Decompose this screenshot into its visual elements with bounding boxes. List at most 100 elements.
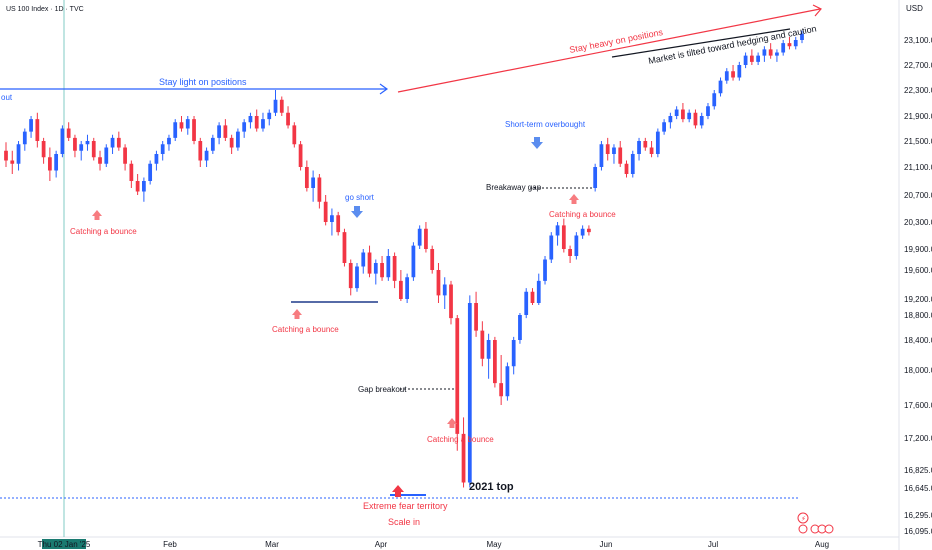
candle-body (279, 99, 284, 113)
candle (681, 103, 685, 123)
us-flag-icon[interactable] (824, 524, 834, 534)
time-axis[interactable]: Thu 02 Jan '25 Feb Mar Apr May Jun Jul Aug (38, 539, 829, 549)
candle-body (781, 43, 786, 53)
candle (66, 122, 71, 141)
candle (781, 40, 786, 56)
candle-body (317, 177, 322, 202)
price-tick-label: 19,600.00 (904, 266, 932, 275)
go-short-arrow-icon (351, 206, 363, 218)
candle (455, 315, 460, 451)
candle-body (355, 266, 359, 289)
candle (373, 259, 378, 285)
price-tick-label: 16,095.00 (904, 527, 932, 536)
candle (699, 112, 704, 129)
candle-body (536, 280, 541, 303)
candle (54, 150, 59, 178)
candle-body (380, 263, 384, 278)
stay-heavy-arrowhead (812, 4, 822, 17)
stay-heavy-line (397, 8, 821, 93)
candle-body (185, 119, 190, 129)
candle (493, 336, 497, 388)
candle (85, 134, 90, 151)
candle-body (210, 137, 215, 151)
candle-body (116, 137, 121, 148)
lightning-icon[interactable] (797, 512, 809, 524)
candle-body (129, 163, 134, 181)
candle-body (386, 256, 391, 278)
candle-body (430, 249, 435, 270)
price-axis[interactable]: 23,100.00 22,700.00 22,300.00 21,900.00 21,5… (904, 36, 932, 536)
candle-body (455, 318, 460, 434)
top-2021-label: 2021 top (469, 481, 514, 493)
candle (706, 103, 710, 120)
candle-body (4, 150, 8, 161)
candle-body (248, 116, 253, 123)
candle (424, 222, 428, 253)
candle-body (148, 163, 153, 181)
candle (800, 30, 804, 44)
candle (668, 112, 673, 129)
price-tick-label: 19,900.00 (904, 245, 932, 254)
bounce-3: Catching a bounce (427, 418, 494, 444)
price-tick-label: 18,400.00 (904, 336, 932, 345)
candle-body (242, 122, 247, 132)
bounce-label: Catching a bounce (427, 435, 494, 444)
candle (649, 141, 654, 158)
candle (718, 77, 723, 97)
candle-body (60, 128, 65, 154)
candle (47, 147, 52, 181)
candle-body (555, 225, 560, 236)
candle-body (768, 49, 773, 56)
price-tick-label: 16,825.00 (904, 466, 932, 475)
candle-body (637, 141, 641, 154)
event-icons[interactable]: ⚡ (797, 512, 834, 534)
candle-body (292, 125, 297, 145)
candle (267, 109, 272, 126)
bounce-arrow-icon (292, 309, 302, 319)
price-tick-label: 21,100.00 (904, 163, 932, 172)
candle-body (449, 284, 453, 319)
candle (60, 125, 65, 158)
candle (41, 137, 46, 164)
out-label: out (1, 93, 13, 102)
candle (518, 313, 522, 344)
candle (29, 116, 33, 138)
candle-body (405, 277, 410, 299)
candle (348, 259, 353, 296)
chart-title: US 100 Index · 1D · TVC (6, 6, 84, 13)
us-flag-icon[interactable] (798, 524, 808, 534)
candle (116, 131, 121, 151)
candle-body (267, 112, 272, 120)
candle (411, 242, 416, 281)
candle-body (518, 315, 522, 340)
candle (480, 321, 485, 367)
candle-body (737, 65, 742, 78)
candle (248, 112, 253, 129)
bounce-arrow-icon (569, 194, 579, 204)
candle (148, 160, 153, 185)
candle (417, 225, 422, 249)
price-tick-label: 21,500.00 (904, 137, 932, 146)
candle-body (104, 147, 109, 164)
bounce-label: Catching a bounce (272, 325, 339, 334)
candle-body (442, 284, 447, 296)
candle-body (486, 340, 491, 359)
lightning-glyph: ⚡ (801, 515, 806, 523)
candle-body (561, 225, 566, 249)
candle-body (167, 137, 171, 145)
candle (35, 112, 40, 148)
breakaway-gap-label: Breakaway gap (486, 183, 542, 192)
candle (749, 49, 754, 65)
candle-body (480, 330, 485, 359)
candle (129, 160, 134, 188)
candle (756, 52, 761, 65)
candle-body (505, 366, 510, 397)
candle-body (311, 177, 315, 188)
candle-body (236, 131, 240, 148)
candle (449, 280, 453, 325)
candle-body (398, 280, 403, 299)
candle-body (254, 116, 259, 129)
candle-body (135, 181, 140, 192)
candle-body (85, 141, 90, 145)
